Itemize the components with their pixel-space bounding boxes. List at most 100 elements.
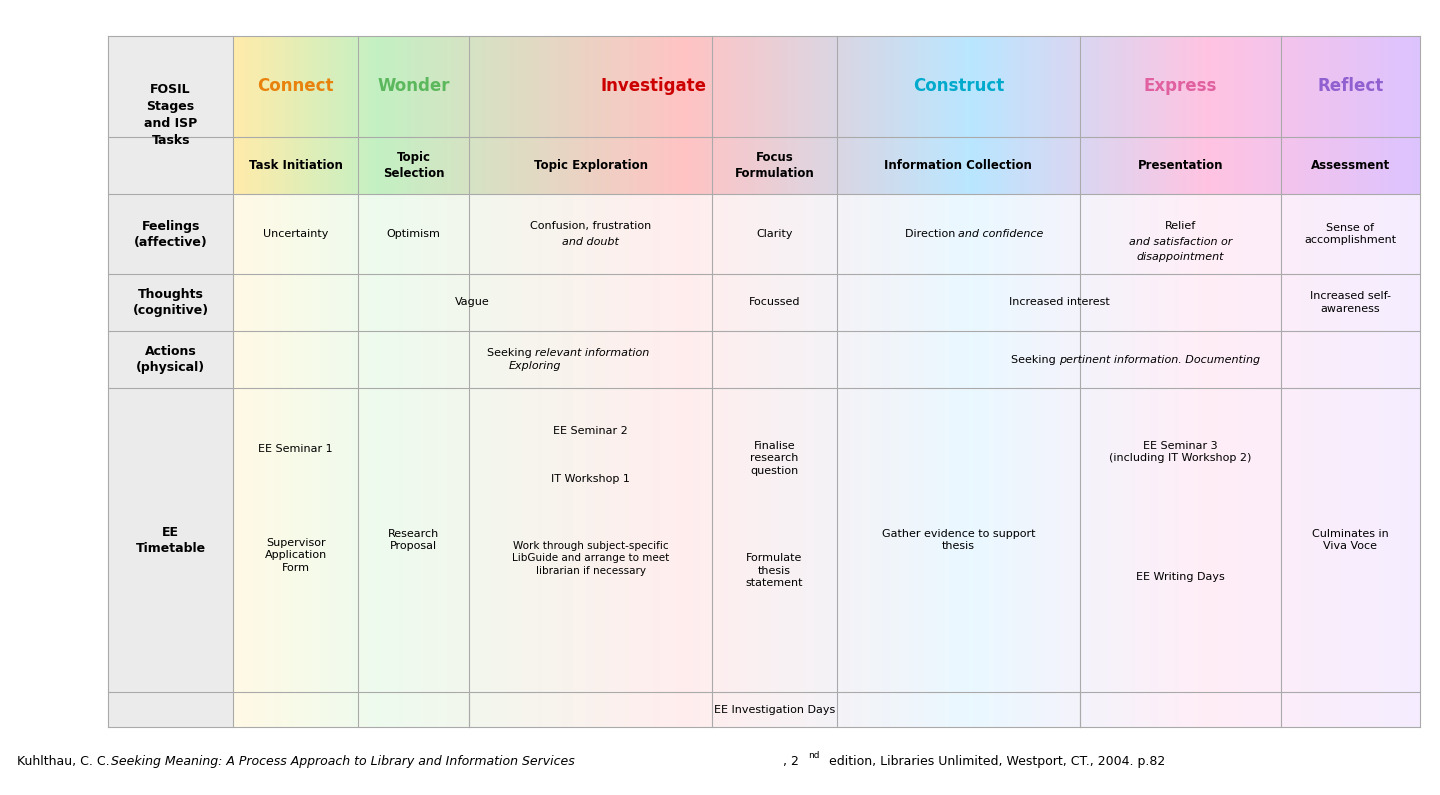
Bar	[890, 36, 894, 194]
Bar	[1210, 692, 1214, 727]
Text: FOSIL
Stages
and ISP
Tasks: FOSIL Stages and ISP Tasks	[144, 83, 197, 147]
Bar	[566, 36, 569, 194]
Bar	[1309, 194, 1313, 727]
Bar	[894, 36, 897, 194]
Bar	[269, 692, 272, 727]
Bar	[842, 194, 847, 727]
Bar	[645, 194, 648, 727]
Bar	[1107, 36, 1112, 194]
Text: Wonder: Wonder	[377, 77, 449, 95]
Bar	[475, 36, 478, 194]
Bar	[292, 692, 297, 727]
Bar	[546, 36, 550, 194]
Bar	[1361, 692, 1365, 727]
Bar	[383, 692, 387, 727]
Bar	[462, 194, 467, 727]
Bar	[636, 194, 641, 727]
Bar	[1309, 692, 1313, 727]
Bar	[668, 194, 672, 727]
Text: Clarity: Clarity	[756, 229, 793, 239]
Bar	[324, 692, 328, 727]
Bar	[301, 194, 304, 727]
Bar	[1017, 36, 1021, 194]
Bar	[822, 36, 827, 194]
Bar	[1318, 36, 1320, 194]
Bar	[1087, 692, 1092, 727]
Bar	[1084, 692, 1087, 727]
Bar	[403, 194, 408, 727]
Bar	[945, 36, 949, 194]
Bar	[1318, 194, 1320, 727]
Bar	[1123, 692, 1128, 727]
Bar	[249, 36, 253, 194]
Bar	[415, 692, 419, 727]
Bar	[605, 36, 609, 194]
Bar	[772, 36, 775, 194]
Bar	[847, 194, 850, 727]
Bar	[344, 692, 348, 727]
Bar	[1084, 194, 1087, 727]
Bar	[253, 36, 256, 194]
Bar	[478, 36, 482, 194]
Bar	[1325, 194, 1329, 727]
Bar	[1024, 194, 1028, 727]
Bar	[661, 194, 664, 727]
Bar	[1107, 194, 1112, 727]
Bar	[1305, 692, 1309, 727]
Bar	[922, 36, 926, 194]
Bar	[1234, 36, 1238, 194]
Bar	[1155, 194, 1159, 727]
Bar	[672, 36, 677, 194]
Bar	[562, 194, 566, 727]
Bar	[1191, 692, 1194, 727]
Bar	[108, 137, 233, 194]
Bar	[1250, 194, 1254, 727]
Bar	[261, 194, 265, 727]
Bar	[1040, 36, 1044, 194]
Bar	[720, 194, 724, 727]
Bar	[632, 194, 636, 727]
Bar	[1119, 36, 1123, 194]
Text: Information Collection: Information Collection	[884, 159, 1032, 173]
Bar	[1329, 692, 1333, 727]
Text: Seeking: Seeking	[1011, 355, 1058, 365]
Text: Direction: Direction	[904, 229, 959, 239]
Bar	[1356, 36, 1361, 194]
Bar	[360, 194, 364, 727]
Bar	[288, 36, 292, 194]
Bar	[616, 36, 621, 194]
Bar	[1080, 692, 1084, 727]
Bar	[1096, 194, 1100, 727]
Bar	[1293, 194, 1297, 727]
Bar	[648, 36, 652, 194]
Text: Feelings
(affective): Feelings (affective)	[134, 219, 207, 249]
Bar	[308, 194, 312, 727]
Bar	[333, 36, 336, 194]
Bar	[356, 36, 360, 194]
Bar	[108, 273, 233, 331]
Bar	[1266, 36, 1270, 194]
Bar	[942, 36, 945, 194]
Bar	[1103, 692, 1107, 727]
Bar	[788, 194, 791, 727]
Bar	[364, 194, 367, 727]
Bar	[1368, 36, 1372, 194]
Bar	[1021, 194, 1024, 727]
Bar	[648, 194, 652, 727]
Bar	[1352, 36, 1356, 194]
Bar	[621, 194, 625, 727]
Bar	[1198, 194, 1202, 727]
Bar	[1341, 36, 1345, 194]
Bar	[1146, 36, 1151, 194]
Bar	[906, 194, 910, 727]
Bar	[415, 194, 419, 727]
Bar	[1329, 36, 1333, 194]
Bar	[582, 36, 585, 194]
Bar	[1218, 36, 1223, 194]
Text: Confusion, frustration: Confusion, frustration	[530, 222, 651, 231]
Text: Culminates in
Viva Voce: Culminates in Viva Voce	[1312, 529, 1388, 552]
Bar	[1368, 194, 1372, 727]
Text: EE Investigation Days: EE Investigation Days	[714, 705, 835, 715]
Bar	[1135, 692, 1139, 727]
Bar	[1356, 692, 1361, 727]
